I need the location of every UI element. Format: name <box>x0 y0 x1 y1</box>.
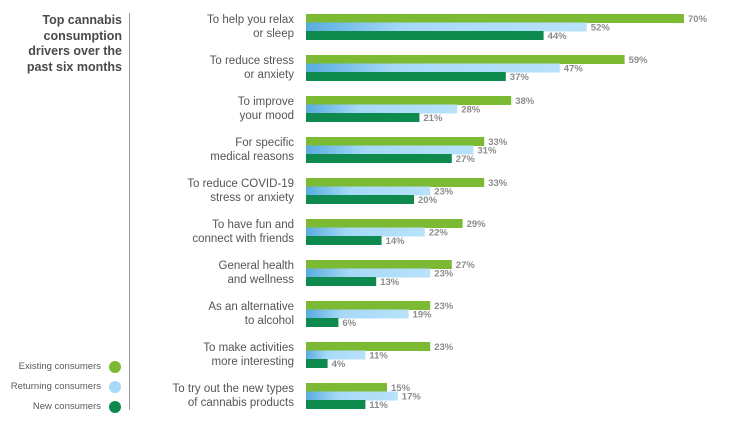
category-label: General health and wellness <box>219 260 295 286</box>
bar-existing-consumers <box>306 383 387 392</box>
data-label: 22% <box>429 228 449 239</box>
data-label: 21% <box>423 113 443 124</box>
bar-returning-consumers <box>306 104 458 114</box>
legend-label: Returning consumers <box>10 381 101 392</box>
data-label: 27% <box>456 154 476 165</box>
data-label: 37% <box>510 72 530 83</box>
category-label: To have fun and connect with friends <box>192 219 294 245</box>
legend-swatch-icon <box>109 401 121 413</box>
bar-new-consumers <box>306 318 339 327</box>
data-label: 59% <box>629 55 649 66</box>
bar-returning-consumers <box>306 227 425 237</box>
data-label: 27% <box>456 260 476 271</box>
bar-returning-consumers <box>306 391 398 401</box>
bar-returning-consumers <box>306 309 409 319</box>
data-label: 20% <box>418 195 438 206</box>
bar-returning-consumers <box>306 145 474 155</box>
bar-new-consumers <box>306 72 506 81</box>
data-label: 23% <box>434 187 454 198</box>
bar-existing-consumers <box>306 14 684 23</box>
legend-swatch-icon <box>109 361 121 373</box>
bar-returning-consumers <box>306 63 560 73</box>
bar-new-consumers <box>306 277 377 286</box>
category-label: For specific medical reasons <box>210 137 294 163</box>
category-label: As an alternative to alcohol <box>208 301 294 327</box>
data-label: 19% <box>413 310 433 321</box>
bar-existing-consumers <box>306 219 463 228</box>
category-label: To help you relax or sleep <box>207 14 294 40</box>
bar-new-consumers <box>306 359 328 368</box>
category-label: To make activities more interesting <box>203 342 294 368</box>
bar-existing-consumers <box>306 96 512 105</box>
bar-new-consumers <box>306 31 544 40</box>
data-label: 33% <box>488 137 508 148</box>
data-label: 52% <box>591 23 611 34</box>
category-label: To improve your mood <box>238 96 294 122</box>
bar-existing-consumers <box>306 137 485 146</box>
category-label: To reduce COVID-19 stress or anxiety <box>187 178 294 204</box>
data-label: 6% <box>342 318 356 329</box>
category-label: To try out the new types of cannabis prod… <box>173 383 295 409</box>
legend-label: Existing consumers <box>18 361 101 372</box>
data-label: 14% <box>386 236 406 247</box>
data-label: 17% <box>402 392 422 403</box>
data-label: 23% <box>434 269 454 280</box>
legend-swatch-icon <box>109 381 121 393</box>
bar-new-consumers <box>306 236 382 245</box>
data-label: 47% <box>564 64 584 75</box>
bar-new-consumers <box>306 154 452 163</box>
chart-title: Top cannabis consumption drivers over th… <box>26 13 122 74</box>
legend-item: New consumers <box>0 398 125 418</box>
bar-existing-consumers <box>306 55 625 64</box>
data-label: 11% <box>369 400 388 411</box>
data-label: 11% <box>369 351 388 362</box>
data-label: 4% <box>332 359 346 370</box>
divider <box>129 13 130 410</box>
data-label: 31% <box>477 146 497 157</box>
legend: Existing consumers Returning consumers New… <box>0 358 125 418</box>
legend-item: Existing consumers <box>0 358 125 378</box>
bar-returning-consumers <box>306 350 366 360</box>
category-label: To reduce stress or anxiety <box>210 55 295 81</box>
data-label: 23% <box>434 342 454 353</box>
bar-new-consumers <box>306 113 420 122</box>
bar-returning-consumers <box>306 186 431 196</box>
data-label: 70% <box>688 14 708 25</box>
data-label: 29% <box>467 219 487 230</box>
legend-item: Returning consumers <box>0 378 125 398</box>
legend-label: New consumers <box>32 401 101 412</box>
bar-existing-consumers <box>306 342 431 351</box>
bar-existing-consumers <box>306 178 485 187</box>
bar-existing-consumers <box>306 260 452 269</box>
data-label: 15% <box>391 383 411 394</box>
data-label: 28% <box>461 105 481 116</box>
bar-existing-consumers <box>306 301 431 310</box>
data-label: 44% <box>548 31 568 42</box>
bar-returning-consumers <box>306 268 431 278</box>
data-label: 13% <box>380 277 400 288</box>
bar-returning-consumers <box>306 22 587 32</box>
data-label: 33% <box>488 178 508 189</box>
bar-new-consumers <box>306 195 414 204</box>
bar-new-consumers <box>306 400 366 409</box>
data-label: 23% <box>434 301 454 312</box>
data-label: 38% <box>515 96 535 107</box>
